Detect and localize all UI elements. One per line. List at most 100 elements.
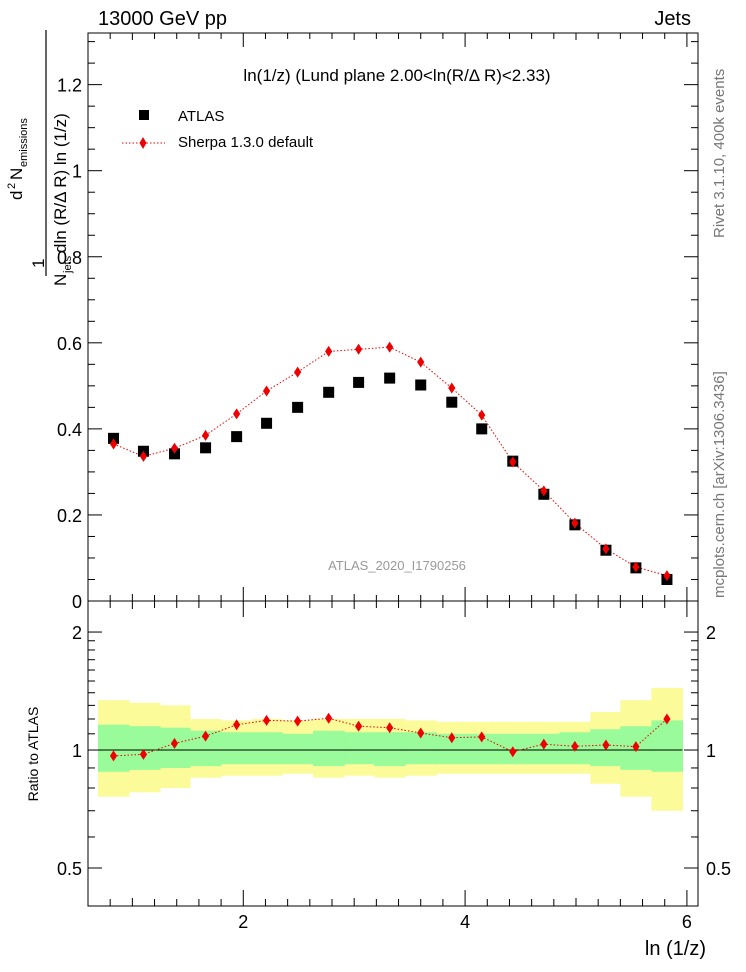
atlas-point (169, 448, 181, 460)
atlas-point (108, 432, 120, 444)
ratio-band-green (252, 732, 283, 765)
ratio-panel-content (97, 687, 683, 811)
ratio-band-green (282, 733, 314, 765)
sherpa-point (571, 517, 579, 529)
ratio-band-green (129, 726, 161, 770)
sherpa-point (294, 366, 302, 378)
main-panel: 0 0.2 0.4 0.6 0.8 1 1.2 ln(1/z) (Lund plane 2.… (6, 30, 699, 612)
ylabel-sup2: 2 (6, 183, 18, 189)
legend-atlas-marker (139, 110, 149, 120)
main-y-tick-label: 0.4 (57, 420, 82, 440)
ratio-panel-frame (87, 600, 699, 907)
ratio-point (509, 746, 517, 758)
ratio-band-green (374, 732, 406, 767)
header-collision: 13000 GeV pp (98, 8, 227, 30)
sherpa-point (632, 561, 640, 573)
ratio-point (571, 740, 579, 752)
sherpa-point (262, 385, 271, 397)
ratio-y-tick-label: 1 (72, 741, 82, 761)
ratio-y-tick-label-right: 2 (706, 623, 716, 643)
main-panel-content (108, 341, 673, 585)
atlas-point (292, 401, 304, 413)
sherpa-point (233, 408, 241, 420)
ratio-band-green (97, 724, 130, 772)
ylabel-sub-jets: jets (62, 255, 74, 274)
sherpa-point (602, 543, 610, 555)
atlas-point (200, 442, 212, 454)
sherpa-point (417, 356, 425, 368)
legend: ATLAS Sherpa 1.3.0 default (122, 108, 314, 151)
sherpa-point (201, 429, 210, 441)
x-tick-labels: 2 4 6 (238, 912, 692, 932)
main-y-tick-label: 0 (72, 592, 82, 612)
sherpa-point (540, 485, 548, 497)
main-y-tick-label: 1 (72, 162, 82, 182)
mcplots-label: mcplots.cern.ch [arXiv:1306.3436] (711, 371, 728, 598)
ratio-point (602, 739, 610, 751)
ylabel-tail: dln (R/Δ R) ln (1/z) (51, 113, 70, 253)
sherpa-point (663, 570, 671, 582)
ratio-band-green (313, 730, 345, 767)
sherpa-point (509, 456, 517, 468)
ratio-point (478, 731, 486, 743)
legend-atlas-label: ATLAS (178, 108, 224, 125)
x-tick-label: 4 (460, 912, 470, 932)
x-tick-label: 2 (238, 912, 248, 932)
ratio-y-tick-label: 2 (72, 623, 82, 643)
ylabel-d2: d (7, 191, 26, 200)
ratio-y-tick-labels: 0.5 0.5 1 1 2 2 (57, 623, 731, 879)
atlas-point (384, 372, 396, 384)
ratio-point (139, 748, 148, 760)
ratio-point (233, 719, 241, 731)
main-y-axis-label: 1 d 2 N emissions N jets dln (R/Δ R) ln … (6, 30, 74, 286)
ylabel-frac-num: 1 (29, 259, 48, 268)
ratio-panel-ticks (88, 601, 698, 906)
legend-sherpa-label: Sherpa 1.3.0 default (178, 134, 314, 151)
atlas-point (323, 386, 335, 398)
ratio-band-green (344, 732, 375, 765)
ratio-point (417, 727, 425, 739)
ratio-point (201, 730, 210, 742)
sherpa-point (386, 341, 394, 353)
ratio-point (170, 737, 179, 749)
ylabel-n-jets: N (51, 274, 70, 286)
ratio-point (386, 722, 394, 734)
rivet-label: Rivet 3.1.10, 400k events (711, 69, 728, 238)
ratio-band-green (221, 732, 253, 765)
atlas-point (353, 376, 365, 388)
sherpa-point (448, 382, 456, 394)
ratio-y-axis-label: Ratio to ATLAS (25, 707, 41, 802)
sherpa-point (325, 345, 333, 357)
atlas-point (231, 431, 243, 443)
main-y-tick-label: 0.8 (57, 248, 82, 268)
ratio-point (632, 741, 640, 753)
ratio-point (355, 720, 363, 732)
main-y-tick-label: 0.6 (57, 334, 82, 354)
ratio-point (540, 738, 548, 750)
ratio-y-tick-label: 0.5 (57, 859, 82, 879)
ratio-panel: 0.5 0.5 1 1 2 2 2 4 6 Ratio to ATLAS ln (1/z) (25, 600, 731, 960)
x-tick-label: 6 (682, 912, 692, 932)
ylabel-n-emissions: N (7, 168, 26, 180)
ratio-point (448, 732, 456, 744)
ratio-point (294, 715, 302, 727)
analysis-watermark: ATLAS_2020_I1790256 (328, 558, 466, 573)
atlas-point (415, 379, 427, 391)
ratio-band-green (160, 727, 191, 768)
header-category: Jets (654, 8, 691, 30)
ratio-band-green (651, 720, 683, 772)
ylabel-sub-emissions: emissions (18, 118, 30, 167)
atlas-point (446, 396, 458, 408)
sherpa-point (109, 438, 118, 450)
sherpa-point (170, 442, 179, 454)
ratio-y-tick-label-right: 1 (706, 741, 716, 761)
main-y-tick-labels: 0 0.2 0.4 0.6 0.8 1 1.2 (57, 76, 82, 612)
atlas-point (261, 417, 273, 429)
chart-title: ln(1/z) (Lund plane 2.00<ln(R/Δ R)<2.33) (243, 66, 550, 85)
sherpa-point (139, 450, 148, 462)
main-panel-ticks (88, 33, 698, 602)
x-axis-label: ln (1/z) (645, 938, 706, 960)
sherpa-point (355, 343, 363, 355)
ratio-point (663, 713, 671, 725)
